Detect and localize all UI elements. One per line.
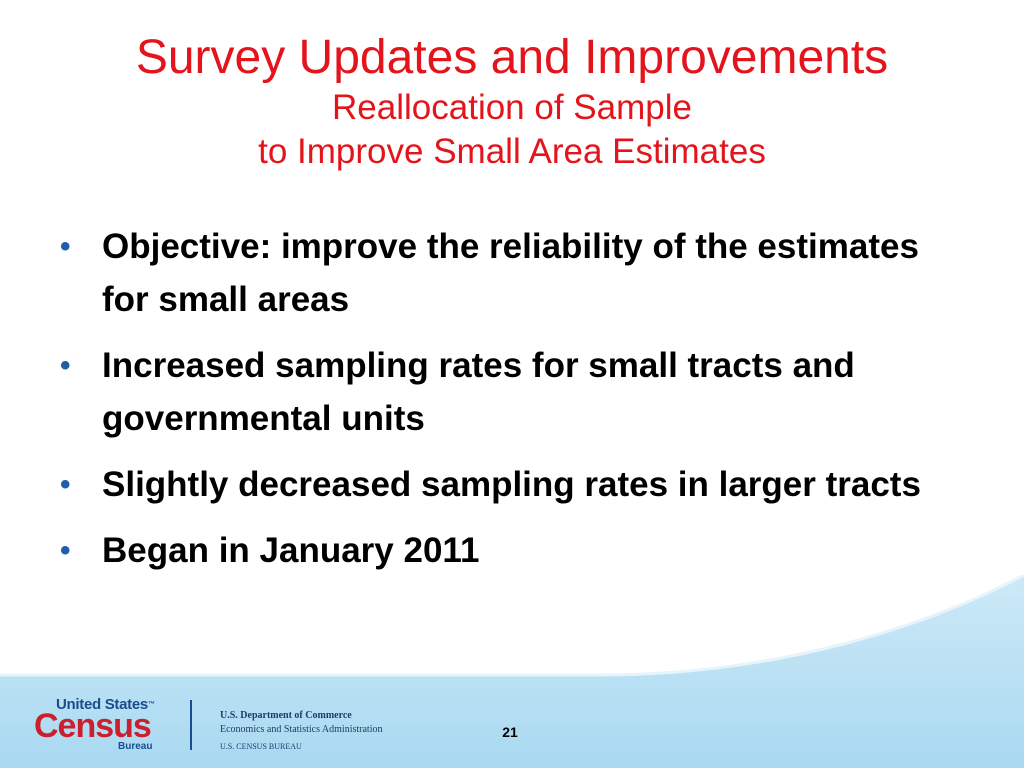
agency-bureau: U.S. CENSUS BUREAU xyxy=(220,742,302,751)
bullet-text: Slightly decreased sampling rates in lar… xyxy=(102,465,921,504)
page-number: 21 xyxy=(502,724,518,740)
bullet-item: • Increased sampling rates for small tra… xyxy=(60,339,960,445)
bullet-dot-icon: • xyxy=(60,468,71,501)
bullet-text: Objective: improve the reliability of th… xyxy=(102,227,919,319)
title-block: Survey Updates and Improvements Realloca… xyxy=(0,30,1024,174)
bullet-item: • Objective: improve the reliability of … xyxy=(60,220,960,326)
slide-subtitle-line-2: to Improve Small Area Estimates xyxy=(258,132,766,171)
bullet-item: • Began in January 2011 xyxy=(60,524,960,577)
bullet-dot-icon: • xyxy=(60,534,71,567)
bullet-list: • Objective: improve the reliability of … xyxy=(60,220,960,590)
census-bureau-logo: United States™ Census Bureau xyxy=(34,697,194,755)
footer-divider xyxy=(190,700,192,750)
logo-census-text: Census xyxy=(34,707,152,745)
bullet-dot-icon: • xyxy=(60,230,71,263)
bullet-dot-icon: • xyxy=(60,349,71,382)
bullet-item: • Slightly decreased sampling rates in l… xyxy=(60,458,960,511)
agency-block: U.S. Department of Commerce Economics an… xyxy=(220,709,383,754)
footer-wave-band xyxy=(0,575,1024,768)
logo-bureau-text: Bureau xyxy=(118,741,153,752)
logo-united-states-text: United States™ xyxy=(56,696,155,713)
bullet-text: Began in January 2011 xyxy=(102,531,480,570)
bullet-text: Increased sampling rates for small tract… xyxy=(102,346,855,438)
agency-department: U.S. Department of Commerce xyxy=(220,710,352,721)
agency-administration: Economics and Statistics Administration xyxy=(220,724,383,735)
slide-subtitle-line-1: Reallocation of Sample xyxy=(332,88,692,127)
slide-title: Survey Updates and Improvements xyxy=(135,31,889,84)
